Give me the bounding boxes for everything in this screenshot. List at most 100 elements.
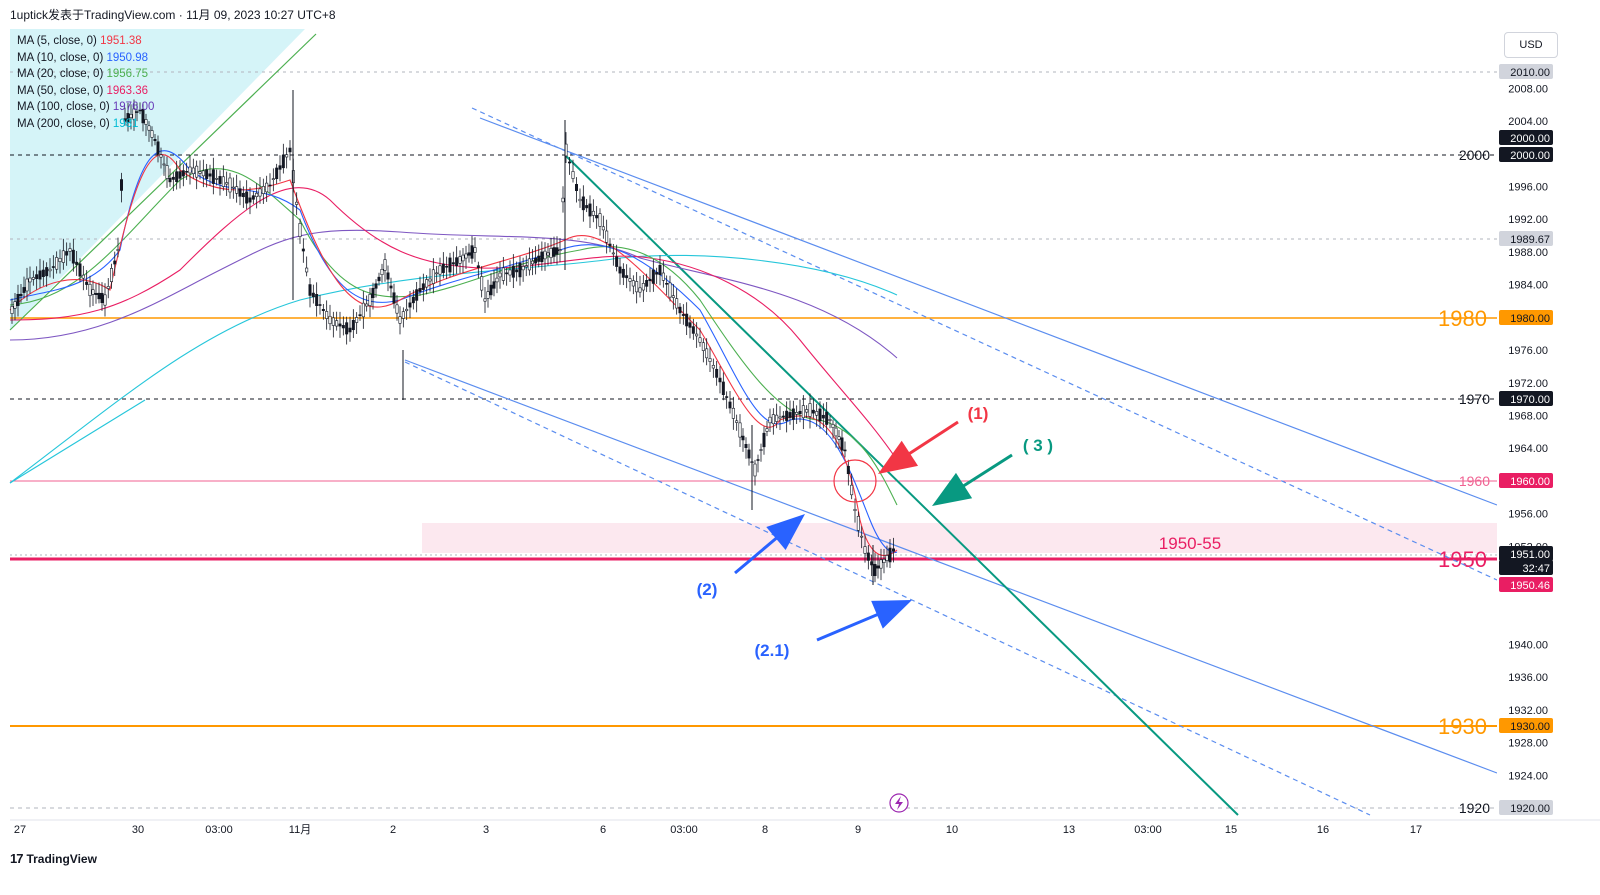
- candle: [476, 261, 480, 279]
- candle-body: [768, 416, 772, 424]
- candle: [97, 282, 101, 304]
- legend-row[interactable]: MA (100, close, 0) 1976.00: [17, 99, 154, 116]
- candle-body: [51, 266, 55, 268]
- candle-body: [245, 191, 249, 204]
- candle: [389, 277, 393, 298]
- candle: [178, 160, 182, 189]
- legend-row[interactable]: MA (5, close, 0) 1951.38: [17, 33, 154, 50]
- candle: [368, 287, 372, 318]
- candle: [635, 272, 639, 304]
- candle-body: [65, 251, 69, 256]
- candle: [171, 172, 175, 192]
- candle: [159, 147, 163, 169]
- candle: [801, 395, 805, 430]
- candle-body: [147, 125, 151, 131]
- candle-body: [445, 265, 449, 268]
- candle: [441, 252, 445, 279]
- legend-row[interactable]: MA (10, close, 0) 1950.98: [17, 50, 154, 67]
- candle-body: [392, 292, 396, 304]
- candle-body: [268, 184, 272, 187]
- candle-body: [129, 113, 133, 119]
- candle-body: [721, 381, 725, 395]
- price-axis-tick: 1988.00: [1508, 247, 1548, 259]
- candle: [492, 269, 496, 297]
- candle: [470, 235, 474, 264]
- candle: [785, 401, 789, 433]
- candle: [191, 158, 195, 179]
- candle-body: [110, 268, 114, 282]
- candle-body: [798, 410, 802, 415]
- price-axis-tick: 1936.00: [1508, 672, 1548, 684]
- legend-row[interactable]: MA (200, close, 0) 1981: [17, 116, 154, 133]
- level-label-1950: 1950: [1438, 547, 1487, 572]
- time-axis-tick: 9: [855, 824, 861, 836]
- candle: [431, 258, 435, 294]
- candle: [685, 302, 689, 336]
- candle-body: [601, 226, 605, 231]
- candle: [45, 262, 49, 287]
- candle-body: [211, 169, 215, 184]
- channel-lower-line: [404, 359, 1498, 774]
- candle-body: [762, 432, 766, 448]
- price-tag-bg: [1499, 231, 1553, 246]
- candle-body: [448, 257, 452, 273]
- legend-row[interactable]: MA (50, close, 0) 1963.36: [17, 83, 154, 100]
- candle-body: [35, 274, 39, 280]
- candle-body: [255, 192, 259, 198]
- candle-body: [595, 215, 599, 219]
- candle: [22, 276, 26, 299]
- candle-body: [879, 559, 883, 569]
- candle-body: [534, 257, 538, 264]
- candle-body: [261, 186, 265, 194]
- candle-body: [818, 408, 822, 422]
- candle-body: [431, 269, 435, 284]
- candle: [13, 293, 17, 321]
- price-axis-tick: 1984.00: [1508, 280, 1548, 292]
- candle: [380, 263, 384, 283]
- candle-body: [408, 302, 412, 308]
- time-axis-tick: 17: [1410, 824, 1422, 836]
- zone-label: 1950-55: [1159, 534, 1221, 553]
- candle-body: [71, 249, 75, 264]
- candle: [205, 163, 209, 188]
- candle-body: [618, 266, 622, 274]
- candle: [778, 406, 782, 431]
- candle-body: [389, 285, 393, 289]
- candle-body: [791, 408, 795, 420]
- currency-selector[interactable]: USD: [1504, 32, 1558, 58]
- candle-body: [135, 111, 139, 113]
- candle: [638, 275, 642, 298]
- candle: [486, 279, 490, 308]
- candle-body: [31, 277, 35, 280]
- candle-body: [205, 169, 209, 179]
- candle-body: [695, 333, 699, 337]
- candle: [255, 183, 259, 209]
- channel-upper-line: [479, 117, 1498, 506]
- candle-body: [863, 546, 867, 554]
- candle-body: [281, 155, 285, 169]
- candle-body: [165, 165, 169, 179]
- candle-body: [171, 176, 175, 180]
- candle: [473, 237, 477, 263]
- candle: [795, 405, 799, 424]
- candle: [834, 422, 838, 448]
- candle-body: [558, 249, 562, 252]
- candle: [530, 249, 534, 276]
- candle-body: [258, 188, 262, 197]
- legend-row[interactable]: MA (20, close, 0) 1956.75: [17, 66, 154, 83]
- candle: [251, 191, 255, 205]
- time-axis-tick: 16: [1317, 824, 1329, 836]
- arrow-head: [766, 514, 805, 550]
- candle-body: [10, 306, 14, 314]
- candle: [464, 245, 468, 270]
- price-tag-label: 2010.00: [1510, 67, 1550, 79]
- candle: [301, 238, 305, 263]
- candle: [501, 256, 505, 285]
- candle: [618, 258, 622, 285]
- price-axis-tick: 1996.00: [1508, 181, 1548, 193]
- candle-body: [688, 322, 692, 328]
- price-axis-tick: 1940.00: [1508, 639, 1548, 651]
- candle-body: [856, 516, 860, 531]
- candle: [483, 287, 487, 313]
